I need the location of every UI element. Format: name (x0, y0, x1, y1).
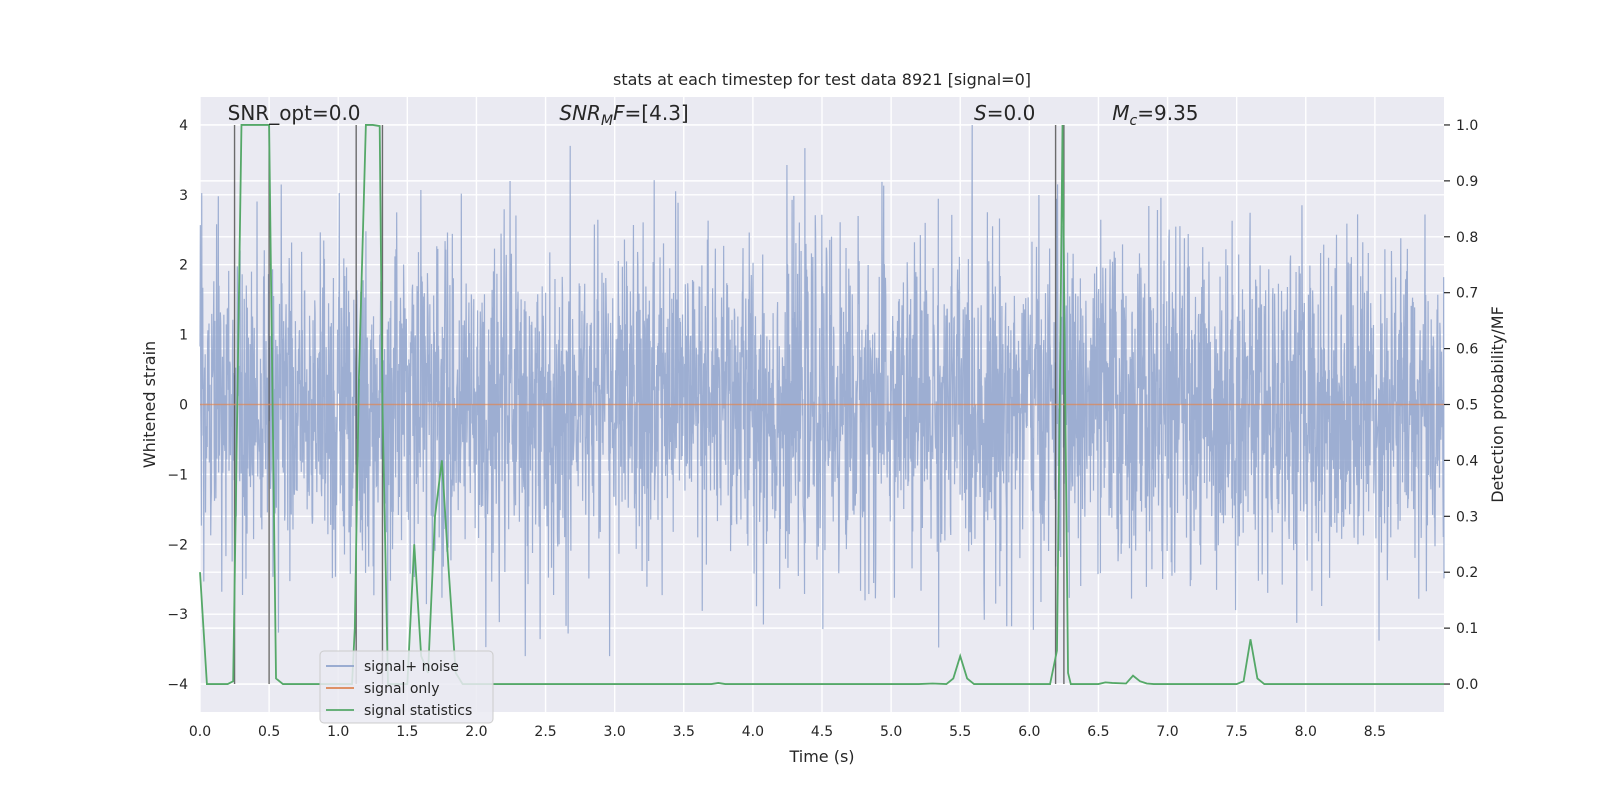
signal-noise-line (199, 124, 1445, 657)
y-tick-label: −4 (167, 677, 188, 693)
y-tick-label: 2 (179, 258, 188, 274)
y2-tick-label: 0.6 (1456, 342, 1478, 358)
x-tick-label: 3.0 (604, 724, 626, 740)
y-tick-label: −2 (167, 537, 188, 553)
x-tick-label: 6.5 (1087, 724, 1109, 740)
y-tick-label: −1 (167, 467, 188, 483)
x-axis-ticks: 0.0 0.5 1.0 1.5 2.0 2.5 3.0 3.5 4.0 4.5 5.0 5.5 6.0 6… (189, 724, 1386, 740)
y-axis-label: Whitened strain (140, 341, 159, 468)
annotation: SNR_opt=0.0 (228, 101, 361, 125)
signal-statistics-line (199, 124, 1444, 685)
x-tick-label: 5.0 (880, 724, 902, 740)
x-tick-label: 7.0 (1156, 724, 1178, 740)
x-tick-label: 8.5 (1364, 724, 1386, 740)
x-tick-label: 5.5 (949, 724, 971, 740)
y-tick-label: 1 (179, 328, 188, 344)
y2-tick-label: 0.2 (1456, 565, 1478, 581)
x-tick-label: 1.0 (327, 724, 349, 740)
chart-title: stats at each timestep for test data 892… (613, 70, 1031, 89)
y2-tick-label: 0.3 (1456, 509, 1478, 525)
y2-axis-label: Detection probability/MF (1488, 306, 1507, 503)
legend-box (319, 650, 494, 724)
x-axis-label: Time (s) (788, 747, 854, 766)
signal-noise-series (199, 124, 1445, 657)
signal-statistics-series (199, 124, 1444, 685)
x-tick-label: 2.5 (534, 724, 556, 740)
y-tick-label: 3 (179, 188, 188, 204)
x-tick-label: 1.5 (396, 724, 418, 740)
annotation: Mc=9.35 (1112, 101, 1198, 129)
x-tick-label: 7.5 (1226, 724, 1248, 740)
y-tick-label: 0 (179, 398, 188, 414)
x-tick-label: 6.0 (1018, 724, 1040, 740)
y2-axis-ticks: 0.0 0.1 0.2 0.3 0.4 0.5 0.6 0.7 0.8 0.9 1.0 (1444, 118, 1478, 693)
x-tick-label: 0.5 (258, 724, 280, 740)
legend-label: signal+ noise (364, 659, 459, 675)
x-tick-label: 8.0 (1295, 724, 1317, 740)
y2-tick-label: 0.5 (1456, 398, 1478, 414)
y2-tick-label: 0.9 (1456, 174, 1478, 190)
y2-tick-label: 0.8 (1456, 230, 1478, 246)
y2-tick-label: 0.1 (1456, 621, 1478, 637)
x-tick-label: 0.0 (189, 724, 211, 740)
annotation: SNRMF=[4.3] (559, 101, 688, 129)
y2-tick-label: 1.0 (1456, 118, 1478, 134)
x-tick-label: 4.0 (742, 724, 764, 740)
y-tick-label: −3 (167, 607, 188, 623)
y-axis-ticks: −4 −3 −2 −1 0 1 2 3 4 (167, 118, 188, 693)
y2-tick-label: 0.4 (1456, 453, 1478, 469)
legend-label: signal only (364, 681, 439, 697)
x-tick-label: 2.0 (465, 724, 487, 740)
y2-tick-label: 0.7 (1456, 286, 1478, 302)
legend: signal+ noise signal only signal statistic… (319, 650, 494, 724)
y-tick-label: 4 (179, 118, 188, 134)
annotation: S=0.0 (974, 101, 1035, 125)
annotations: SNR_opt=0.0 SNRMF=[4.3] S=0.0 Mc=9.35 (228, 101, 1199, 129)
legend-label: signal statistics (364, 703, 472, 719)
x-tick-label: 3.5 (673, 724, 695, 740)
y2-tick-label: 0.0 (1456, 677, 1478, 693)
x-tick-label: 4.5 (811, 724, 833, 740)
